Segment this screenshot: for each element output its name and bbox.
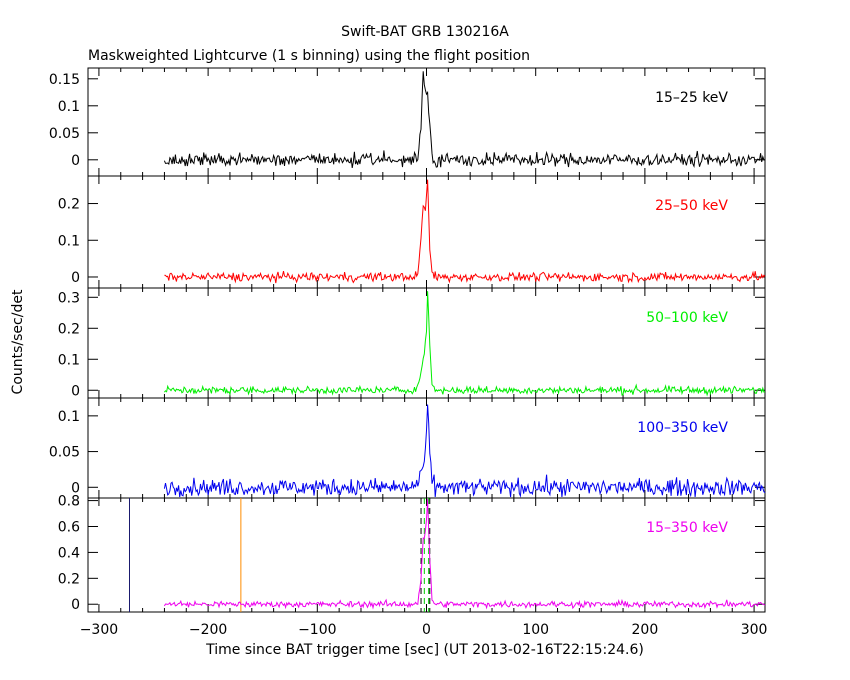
chart-title: Swift-BAT GRB 130216A [341, 24, 509, 40]
panel-3: 0 0.1 0.2 0.3 50–100 keV [58, 287, 766, 399]
band-label: 15–350 keV [646, 520, 728, 536]
panel-frame [87, 67, 766, 177]
band-label: 50–100 keV [646, 310, 728, 326]
y-tick-label: 0.1 [58, 233, 80, 249]
x-tick-label: −100 [298, 622, 336, 638]
x-tick-label: −200 [189, 622, 227, 638]
y-tick-label: 0.1 [58, 409, 80, 425]
y-tick-label: 0 [71, 597, 80, 613]
x-tick-label: 300 [741, 622, 768, 638]
y-tick-label: 0.05 [49, 445, 80, 461]
panel-4: 0 0.05 0.1 100–350 keV [49, 397, 766, 499]
y-tick-label: 0 [71, 270, 80, 286]
y-tick-label: 0.6 [58, 520, 80, 536]
y-tick-label: 0.1 [58, 99, 80, 115]
y-tick-label: 0.2 [58, 321, 80, 337]
y-axis-label: Counts/sec/det [10, 289, 26, 394]
series-line [163, 71, 766, 169]
x-tick-label: 100 [522, 622, 549, 638]
x-tick-label: −300 [80, 622, 118, 638]
series-line [164, 291, 766, 397]
panel-5: 0 0.2 0.4 0.6 0.8 15–350 keV [58, 494, 766, 613]
y-tick-label: 0.3 [58, 290, 80, 306]
y-tick-label: 0 [71, 480, 80, 496]
x-axis-label: Time since BAT trigger time [sec] (UT 20… [205, 642, 644, 658]
series-line [163, 498, 766, 610]
y-tick-label: 0 [71, 383, 80, 399]
y-tick-label: 0.2 [58, 571, 80, 587]
y-tick-label: 0.1 [58, 352, 80, 368]
panel-frame [87, 287, 766, 399]
y-tick-label: 0.4 [58, 545, 80, 561]
y-tick-label: 0.05 [49, 126, 80, 142]
band-label: 100–350 keV [637, 420, 728, 436]
panel-1: 0 0.05 0.1 0.15 15–25 keV [49, 67, 766, 177]
series-line [164, 179, 766, 284]
panel-frame [87, 397, 766, 499]
x-tick-label: 200 [632, 622, 659, 638]
y-tick-label: 0.8 [58, 494, 80, 510]
chart-subtitle: Maskweighted Lightcurve (1 s binning) us… [88, 48, 530, 64]
band-label: 25–50 keV [655, 198, 728, 214]
series-line [163, 404, 766, 498]
band-label: 15–25 keV [655, 90, 728, 106]
y-tick-label: 0.15 [49, 72, 80, 88]
y-tick-label: 0 [71, 153, 80, 169]
x-tick-label: 0 [422, 622, 431, 638]
panel-2: 0 0.1 0.2 25–50 keV [58, 175, 766, 289]
y-tick-label: 0.2 [58, 197, 80, 213]
